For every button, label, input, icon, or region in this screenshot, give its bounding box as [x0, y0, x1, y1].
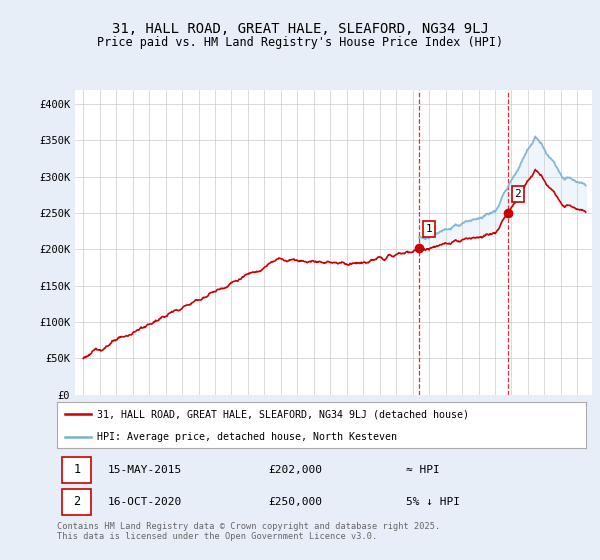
Text: 2: 2	[515, 189, 521, 199]
Text: 31, HALL ROAD, GREAT HALE, SLEAFORD, NG34 9LJ: 31, HALL ROAD, GREAT HALE, SLEAFORD, NG3…	[112, 22, 488, 36]
Text: 2: 2	[73, 496, 80, 508]
Bar	[62, 457, 91, 483]
Text: 15-MAY-2015: 15-MAY-2015	[107, 465, 182, 475]
Text: £202,000: £202,000	[269, 465, 323, 475]
Text: 5% ↓ HPI: 5% ↓ HPI	[406, 497, 460, 507]
Text: 16-OCT-2020: 16-OCT-2020	[107, 497, 182, 507]
Text: 1: 1	[425, 224, 432, 234]
Text: Price paid vs. HM Land Registry's House Price Index (HPI): Price paid vs. HM Land Registry's House …	[97, 36, 503, 49]
Text: 1: 1	[73, 463, 80, 476]
Bar	[62, 489, 91, 515]
Text: HPI: Average price, detached house, North Kesteven: HPI: Average price, detached house, Nort…	[97, 432, 397, 441]
Text: ≈ HPI: ≈ HPI	[406, 465, 440, 475]
Text: 31, HALL ROAD, GREAT HALE, SLEAFORD, NG34 9LJ (detached house): 31, HALL ROAD, GREAT HALE, SLEAFORD, NG3…	[97, 409, 469, 419]
Text: £250,000: £250,000	[269, 497, 323, 507]
Text: Contains HM Land Registry data © Crown copyright and database right 2025.
This d: Contains HM Land Registry data © Crown c…	[57, 522, 440, 542]
